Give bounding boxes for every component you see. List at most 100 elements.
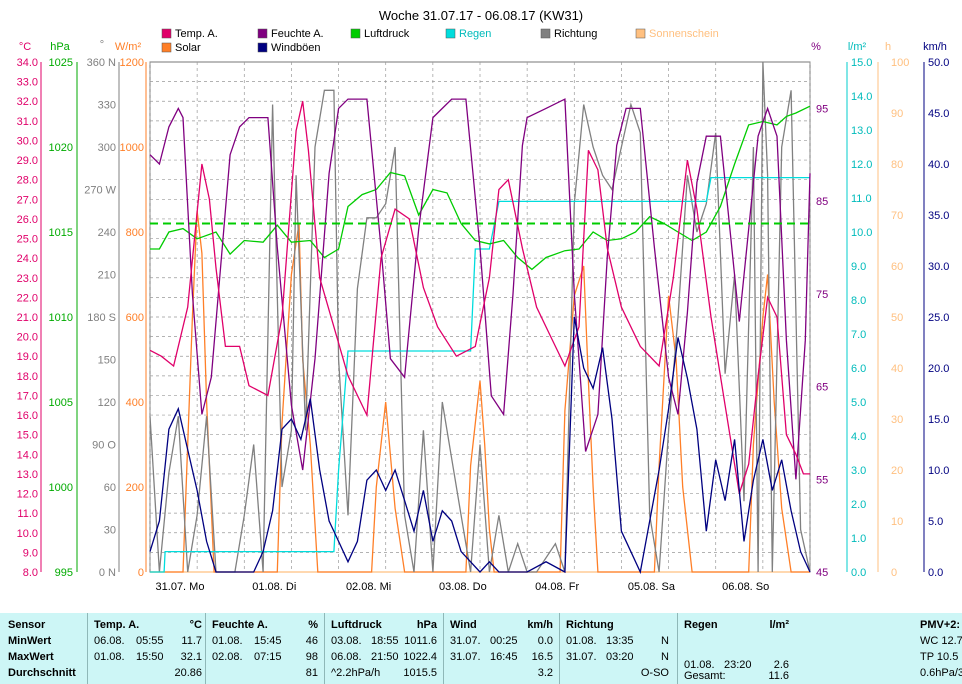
sunshine-tick: 30: [891, 414, 903, 426]
wind-max-date: 31.07.: [450, 651, 481, 663]
rain-tick: 9.0: [851, 261, 866, 273]
wind-col-unit: km/h: [527, 619, 553, 631]
rain-col-unit: l/m²: [769, 619, 789, 631]
wind-tick: 15.0: [928, 414, 949, 426]
legend-swatch: [350, 28, 361, 39]
pressure-column: Luftdruck hPa 03.08. 18:55 1011.6 06.08.…: [331, 613, 437, 684]
direction-tick: 150: [98, 355, 116, 367]
rain-tick: 8.0: [851, 295, 866, 307]
temp-tick: 33.0: [17, 77, 38, 89]
pressure-min-time: 18:55: [371, 635, 399, 647]
pressure-min-date: 03.08.: [331, 635, 362, 647]
pressure-col-header: Luftdruck: [331, 619, 382, 631]
temp-tick: 24.0: [17, 253, 38, 265]
rain-column: Regen l/m² 01.08. 23:20 2.6 Gesamt: 11.6: [684, 613, 789, 684]
direction-tick: 270 W: [84, 185, 116, 197]
rain-tick: 13.0: [851, 125, 872, 137]
wind-min-value: 0.0: [537, 635, 553, 647]
series-regen-line: [150, 176, 810, 573]
temp-avg-value: 20.86: [174, 667, 202, 679]
legend-swatch: [635, 28, 646, 39]
direction-min-value: N: [661, 635, 669, 647]
rain-tick: 3.0: [851, 465, 866, 477]
row-label-min: MinWert: [8, 635, 52, 647]
wind-tick: 30.0: [928, 261, 949, 273]
wind-tick: 20.0: [928, 363, 949, 375]
pressure-max-time: 21:50: [371, 651, 399, 663]
pressure-tick: 1015: [49, 227, 73, 239]
pmv-column: PMV+2: WC 12.7 TP 10.5 0.6hPa/3: [918, 613, 962, 684]
rain-max-date: 01.08.: [684, 659, 715, 671]
humidity-tick: 95: [816, 103, 828, 115]
pressure-min-value: 1011.6: [404, 635, 437, 647]
rain-tick: 6.0: [851, 363, 866, 375]
wind-column: Wind km/h 31.07. 00:25 0.0 31.07. 16:45 …: [450, 613, 553, 684]
direction-col-header: Richtung: [566, 619, 614, 631]
temp-tick: 26.0: [17, 214, 38, 226]
rain-tick: 10.0: [851, 227, 872, 239]
day-label: 31.07. Mo: [156, 581, 205, 593]
rain-max-time: 23:20: [724, 659, 752, 671]
humidity-avg-value: 81: [305, 667, 318, 679]
legend-swatch: [161, 28, 172, 39]
direction-tick: 180 S: [87, 312, 116, 324]
wind-min-time: 00:25: [490, 635, 518, 647]
solar-tick: 400: [126, 397, 144, 409]
rain-tick: 1.0: [851, 533, 866, 545]
temp-tick: 14.0: [17, 449, 38, 461]
direction-avg-value: O-SO: [640, 667, 669, 679]
temp-min-time: 05:55: [136, 635, 164, 647]
temp-column: Temp. A. °C 06.08. 05:55 11.7 01.08. 15:…: [94, 613, 202, 684]
weather-chart: Woche 31.07.17 - 06.08.17 (KW31) Temp. A.…: [17, 8, 950, 593]
direction-tick: 60: [104, 482, 116, 494]
wind-tick: 25.0: [928, 312, 949, 324]
legend-label: Richtung: [554, 28, 597, 40]
series-temp-a-line: [149, 101, 810, 494]
humidity-max-date: 02.08.: [212, 651, 243, 663]
rain-tick: 7.0: [851, 329, 866, 341]
unit-sunshine: h: [885, 41, 891, 53]
pressure-tick: 1020: [49, 142, 73, 154]
rain-total-label: Gesamt:: [684, 670, 726, 682]
humidity-col-header: Feuchte A.: [212, 619, 268, 631]
direction-tick: 0 N: [99, 567, 116, 579]
legend-label: Solar: [175, 42, 201, 54]
wind-max-value: 16.5: [531, 651, 553, 663]
day-label: 02.08. Mi: [346, 581, 391, 593]
wind-avg-value: 3.2: [537, 667, 553, 679]
rain-max-value: 2.6: [773, 659, 789, 671]
pressure-trend: ^2.2hPa/h: [331, 667, 381, 679]
pressure-tick: 1025: [49, 57, 73, 69]
legend-swatch: [257, 42, 268, 53]
pressure-col-unit: hPa: [416, 619, 437, 631]
day-label: 05.08. Sa: [628, 581, 676, 593]
temp-tick: 16.0: [17, 410, 38, 422]
row-label-sensor: Sensor: [8, 619, 46, 631]
day-label: 01.08. Di: [252, 581, 296, 593]
humidity-min-time: 15:45: [254, 635, 282, 647]
rain-tick: 12.0: [851, 159, 872, 171]
solar-tick: 1200: [120, 57, 144, 69]
legend-label: Luftdruck: [364, 28, 410, 40]
series-solar-line: [150, 210, 810, 573]
legend-swatch: [257, 28, 268, 39]
sunshine-tick: 60: [891, 261, 903, 273]
sunshine-tick: 20: [891, 465, 903, 477]
temp-tick: 13.0: [17, 469, 38, 481]
statistics-table: Sensor MinWert MaxWert Durchschnitt Temp…: [0, 613, 962, 684]
temp-tick: 31.0: [17, 116, 38, 128]
wind-tick: 50.0: [928, 57, 949, 69]
chart-title: Woche 31.07.17 - 06.08.17 (KW31): [379, 8, 583, 23]
unit-temp: °C: [19, 41, 31, 53]
pressure-tick: 1010: [49, 312, 73, 324]
direction-tick: 240: [98, 227, 116, 239]
temp-tick: 15.0: [17, 430, 38, 442]
solar-tick: 800: [126, 227, 144, 239]
wind-max-time: 16:45: [490, 651, 518, 663]
humidity-tick: 45: [816, 567, 828, 579]
legend-label: Feuchte A.: [271, 28, 324, 40]
sunshine-tick: 10: [891, 516, 903, 528]
pmv-header: PMV+2:: [920, 619, 961, 631]
rain-col-header: Regen: [684, 619, 718, 631]
sunshine-tick: 50: [891, 312, 903, 324]
